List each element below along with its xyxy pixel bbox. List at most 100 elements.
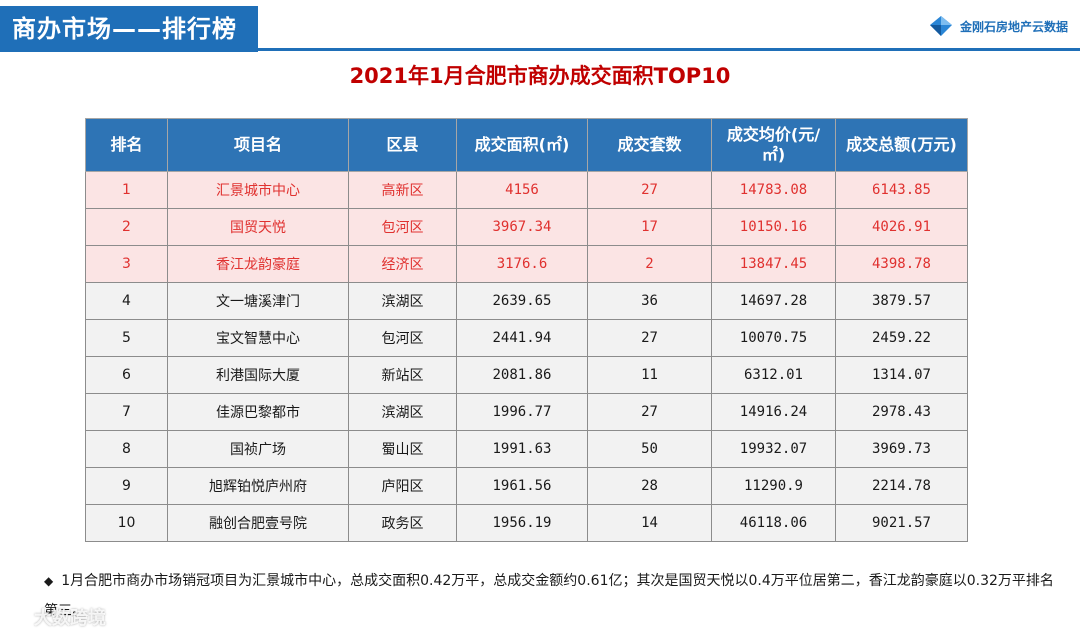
cell-area: 1961.56 (456, 467, 588, 505)
cell-rank: 7 (85, 393, 168, 431)
cell-total: 2459.22 (835, 319, 968, 357)
brand: 金刚石房地产云数据 (928, 10, 1068, 42)
table-row: 6 利港国际大厦 新站区 2081.86 11 6312.01 1314.07 (85, 356, 968, 394)
cell-area: 1991.63 (456, 430, 588, 468)
column-header-total: 成交总额(万元) (835, 118, 968, 172)
cell-rank: 1 (85, 171, 168, 209)
cell-sets: 36 (587, 282, 712, 320)
cell-project: 融创合肥壹号院 (167, 504, 349, 542)
cell-avg-price: 10070.75 (711, 319, 836, 357)
cell-project: 国贸天悦 (167, 208, 349, 246)
cell-rank: 10 (85, 504, 168, 542)
cell-rank: 8 (85, 430, 168, 468)
cell-total: 6143.85 (835, 171, 968, 209)
cell-project: 汇景城市中心 (167, 171, 349, 209)
cell-district: 庐阳区 (348, 467, 457, 505)
cell-sets: 27 (587, 319, 712, 357)
cell-sets: 28 (587, 467, 712, 505)
table-title: 2021年1月合肥市商办成交面积TOP10 (349, 64, 731, 88)
column-header-sets: 成交套数 (587, 118, 712, 172)
cell-avg-price: 46118.06 (711, 504, 836, 542)
cell-district: 包河区 (348, 208, 457, 246)
cell-sets: 27 (587, 171, 712, 209)
cell-avg-price: 10150.16 (711, 208, 836, 246)
cell-total: 1314.07 (835, 356, 968, 394)
cell-district: 蜀山区 (348, 430, 457, 468)
table-row: 5 宝文智慧中心 包河区 2441.94 27 10070.75 2459.22 (85, 319, 968, 357)
cell-avg-price: 14783.08 (711, 171, 836, 209)
watermark-text: 大数跨境 (34, 608, 106, 629)
table-row: 10 融创合肥壹号院 政务区 1956.19 14 46118.06 9021.57 (85, 504, 968, 542)
cell-avg-price: 11290.9 (711, 467, 836, 505)
column-header-district: 区县 (348, 118, 457, 172)
table-row: 4 文一塘溪津门 滨湖区 2639.65 36 14697.28 3879.57 (85, 282, 968, 320)
cell-total: 3969.73 (835, 430, 968, 468)
column-header-area: 成交面积(㎡) (456, 118, 588, 172)
column-header-avg-price: 成交均价(元/㎡) (711, 118, 836, 172)
watermark-logo-icon (9, 607, 29, 627)
diamond-bullet-icon: ◆ (44, 574, 54, 588)
cell-district: 滨湖区 (348, 393, 457, 431)
cell-sets: 50 (587, 430, 712, 468)
header-divider (258, 48, 1080, 51)
table-row: 1 汇景城市中心 高新区 4156 27 14783.08 6143.85 (85, 171, 968, 209)
table-row: 9 旭辉铂悦庐州府 庐阳区 1961.56 28 11290.9 2214.78 (85, 467, 968, 505)
cell-avg-price: 13847.45 (711, 245, 836, 283)
cell-project: 佳源巴黎都市 (167, 393, 349, 431)
cell-area: 4156 (456, 171, 588, 209)
cell-project: 国祯广场 (167, 430, 349, 468)
cell-sets: 17 (587, 208, 712, 246)
cell-sets: 14 (587, 504, 712, 542)
cell-area: 3967.34 (456, 208, 588, 246)
cell-rank: 2 (85, 208, 168, 246)
diamond-logo-icon (929, 16, 952, 36)
cell-district: 高新区 (348, 171, 457, 209)
header-bar: 商办市场——排行榜 金刚石房地产云数据 (0, 0, 1080, 52)
cell-rank: 5 (85, 319, 168, 357)
summary-note: ◆ 1月合肥市商办市场销冠项目为汇景城市中心，总成交面积0.42万平，总成交金额约… (44, 566, 1054, 626)
cell-project: 旭辉铂悦庐州府 (167, 467, 349, 505)
cell-avg-price: 19932.07 (711, 430, 836, 468)
cell-area: 1956.19 (456, 504, 588, 542)
cell-rank: 3 (85, 245, 168, 283)
cell-total: 3879.57 (835, 282, 968, 320)
cell-district: 政务区 (348, 504, 457, 542)
cell-sets: 2 (587, 245, 712, 283)
cell-district: 包河区 (348, 319, 457, 357)
cell-total: 2978.43 (835, 393, 968, 431)
cell-project: 香江龙韵豪庭 (167, 245, 349, 283)
ranking-table: 排名 项目名 区县 成交面积(㎡) 成交套数 成交均价(元/㎡) 成交总额(万元… (85, 118, 968, 542)
table-row: 3 香江龙韵豪庭 经济区 3176.6 2 13847.45 4398.78 (85, 245, 968, 283)
cell-rank: 6 (85, 356, 168, 394)
cell-rank: 9 (85, 467, 168, 505)
cell-area: 3176.6 (456, 245, 588, 283)
cell-sets: 11 (587, 356, 712, 394)
cell-district: 经济区 (348, 245, 457, 283)
cell-project: 文一塘溪津门 (167, 282, 349, 320)
column-header-rank: 排名 (85, 118, 168, 172)
table-row: 2 国贸天悦 包河区 3967.34 17 10150.16 4026.91 (85, 208, 968, 246)
brand-text: 金刚石房地产云数据 (959, 19, 1068, 34)
table-row: 8 国祯广场 蜀山区 1991.63 50 19932.07 3969.73 (85, 430, 968, 468)
cell-area: 2441.94 (456, 319, 588, 357)
cell-sets: 27 (587, 393, 712, 431)
summary-text: 1月合肥市商办市场销冠项目为汇景城市中心，总成交面积0.42万平，总成交金额约0… (44, 573, 1054, 619)
cell-area: 1996.77 (456, 393, 588, 431)
cell-total: 9021.57 (835, 504, 968, 542)
cell-area: 2639.65 (456, 282, 588, 320)
cell-district: 滨湖区 (348, 282, 457, 320)
cell-project: 宝文智慧中心 (167, 319, 349, 357)
table-row: 7 佳源巴黎都市 滨湖区 1996.77 27 14916.24 2978.43 (85, 393, 968, 431)
cell-district: 新站区 (348, 356, 457, 394)
cell-project: 利港国际大厦 (167, 356, 349, 394)
watermark: 大数跨境 (8, 604, 106, 630)
cell-avg-price: 6312.01 (711, 356, 836, 394)
cell-total: 2214.78 (835, 467, 968, 505)
cell-total: 4026.91 (835, 208, 968, 246)
cell-total: 4398.78 (835, 245, 968, 283)
cell-rank: 4 (85, 282, 168, 320)
section-title: 商办市场——排行榜 (0, 6, 258, 52)
cell-avg-price: 14697.28 (711, 282, 836, 320)
cell-avg-price: 14916.24 (711, 393, 836, 431)
table-header-row: 排名 项目名 区县 成交面积(㎡) 成交套数 成交均价(元/㎡) 成交总额(万元… (85, 118, 968, 172)
